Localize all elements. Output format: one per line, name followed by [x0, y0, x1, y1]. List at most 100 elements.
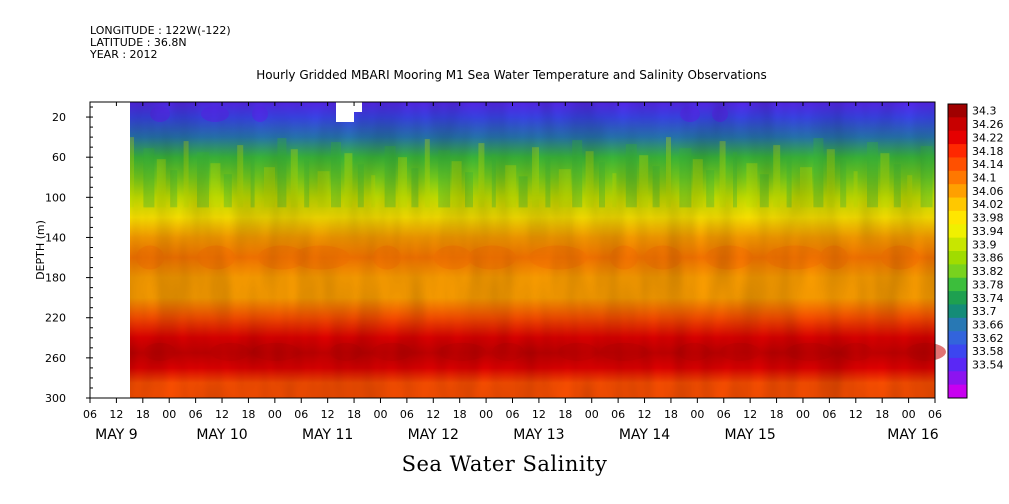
y-tick-label: 300 [45, 392, 66, 405]
x-day-label: MAY 10 [196, 427, 247, 443]
colorbar-swatch [948, 197, 967, 212]
colorbar-level-label: 33.98 [972, 212, 1004, 225]
x-tick-label: 12 [215, 408, 229, 421]
colorbar-level-label: 34.1 [972, 172, 997, 185]
colorbar-swatch [948, 184, 967, 199]
colorbar-level-label: 34.02 [972, 198, 1004, 211]
y-tick-label: 140 [45, 231, 66, 244]
x-tick-label: 06 [717, 408, 731, 421]
x-tick-label: 12 [321, 408, 335, 421]
x-tick-label: 06 [189, 408, 203, 421]
colorbar-swatch [948, 130, 967, 145]
colorbar-swatch [948, 384, 967, 399]
x-tick-label: 18 [875, 408, 889, 421]
colorbar-level-label: 33.86 [972, 252, 1004, 265]
x-tick-label: 00 [902, 408, 916, 421]
colorbar-level-label: 33.94 [972, 225, 1004, 238]
x-tick-label: 06 [400, 408, 414, 421]
colorbar-swatch [948, 371, 967, 386]
colorbar-swatch [948, 344, 967, 359]
x-tick-label: 06 [928, 408, 942, 421]
colorbar-swatch [948, 237, 967, 252]
colorbar-swatch [948, 117, 967, 132]
x-tick-label: 12 [532, 408, 546, 421]
x-tick-label: 00 [268, 408, 282, 421]
x-tick-label: 18 [241, 408, 255, 421]
colorbar-swatch [948, 291, 967, 305]
colorbar-level-label: 33.54 [972, 359, 1004, 372]
y-tick-label: 20 [52, 111, 66, 124]
colorbar-swatch [948, 170, 967, 185]
x-tick-label: 18 [453, 408, 467, 421]
colorbar-swatch [948, 224, 967, 239]
colorbar-level-label: 34.22 [972, 131, 1004, 144]
y-tick-label: 100 [45, 191, 66, 204]
colorbar-level-label: 33.66 [972, 319, 1004, 332]
x-tick-label: 12 [109, 408, 123, 421]
colorbar-swatch [948, 210, 967, 225]
x-tick-label: 12 [426, 408, 440, 421]
colorbar-level-label: 33.62 [972, 332, 1004, 345]
y-axis: 20 60 100 140 180 220 260 300 [45, 106, 93, 405]
x-tick-label: 18 [347, 408, 361, 421]
x-day-label: MAY 14 [619, 427, 670, 443]
x-tick-label: 12 [849, 408, 863, 421]
x-tick-label: 00 [162, 408, 176, 421]
colorbar-swatch [948, 277, 967, 292]
x-tick-label: 06 [822, 408, 836, 421]
colorbar-level-label: 33.9 [972, 238, 997, 251]
colorbar-level-label: 33.82 [972, 265, 1004, 278]
colorbar-level-label: 34.14 [972, 158, 1004, 171]
latitude-label: LATITUDE : 36.8N [90, 36, 187, 49]
x-tick-label: 06 [611, 408, 625, 421]
x-tick-label: 12 [743, 408, 757, 421]
colorbar-swatch [948, 264, 967, 279]
colorbar-swatch [948, 331, 967, 346]
x-tick-label: 06 [83, 408, 97, 421]
plot-area [89, 101, 946, 399]
colorbar-swatch [948, 144, 967, 158]
colorbar-level-label: 34.3 [972, 105, 997, 118]
colorbar-frame [947, 103, 968, 399]
x-tick-label: 18 [770, 408, 784, 421]
colorbar-level-label: 34.26 [972, 118, 1004, 131]
colorbar-level-label: 34.18 [972, 145, 1004, 158]
missing-data-patch-2 [336, 108, 354, 122]
colorbar-level-label: 33.7 [972, 305, 997, 318]
x-axis: 06 12 18 00 06 12 18 00 06 12 18 00 06 12 18 00 06 12 18 00… [83, 102, 942, 443]
longitude-label: LONGITUDE : 122W(-122) [90, 24, 231, 37]
y-tick-label: 60 [52, 151, 66, 164]
x-day-label: MAY 9 [95, 427, 137, 443]
x-tick-label: 06 [294, 408, 308, 421]
x-tick-label: 00 [479, 408, 493, 421]
x-tick-label: 06 [506, 408, 520, 421]
chart-title: Hourly Gridded MBARI Mooring M1 Sea Wate… [256, 68, 767, 82]
x-tick-label: 18 [558, 408, 572, 421]
colorbar: 34.334.2634.2234.1834.1434.134.0634.0233… [947, 103, 1004, 399]
x-day-label: MAY 16 [887, 427, 938, 443]
variable-title: Sea Water Salinity [401, 452, 608, 476]
colorbar-swatch [948, 157, 967, 172]
x-tick-label: 18 [664, 408, 678, 421]
x-day-label: MAY 12 [408, 427, 459, 443]
texture-overlay [130, 102, 935, 398]
x-day-label: MAY 11 [302, 427, 353, 443]
colorbar-swatch [948, 357, 967, 372]
colorbar-level-label: 33.74 [972, 292, 1004, 305]
colorbar-swatch [948, 104, 967, 118]
x-day-label: MAY 15 [724, 427, 775, 443]
x-tick-label: 00 [690, 408, 704, 421]
x-day-label: MAY 13 [513, 427, 564, 443]
y-tick-label: 260 [45, 352, 66, 365]
colorbar-swatch [948, 317, 967, 332]
missing-data-patch [336, 102, 362, 112]
x-tick-label: 00 [585, 408, 599, 421]
x-tick-label: 00 [796, 408, 810, 421]
colorbar-swatch [948, 304, 967, 319]
colorbar-level-label: 33.78 [972, 278, 1004, 291]
y-tick-label: 180 [45, 272, 66, 285]
colorbar-swatch [948, 251, 967, 265]
colorbar-level-label: 33.58 [972, 345, 1004, 358]
y-tick-label: 220 [45, 312, 66, 325]
